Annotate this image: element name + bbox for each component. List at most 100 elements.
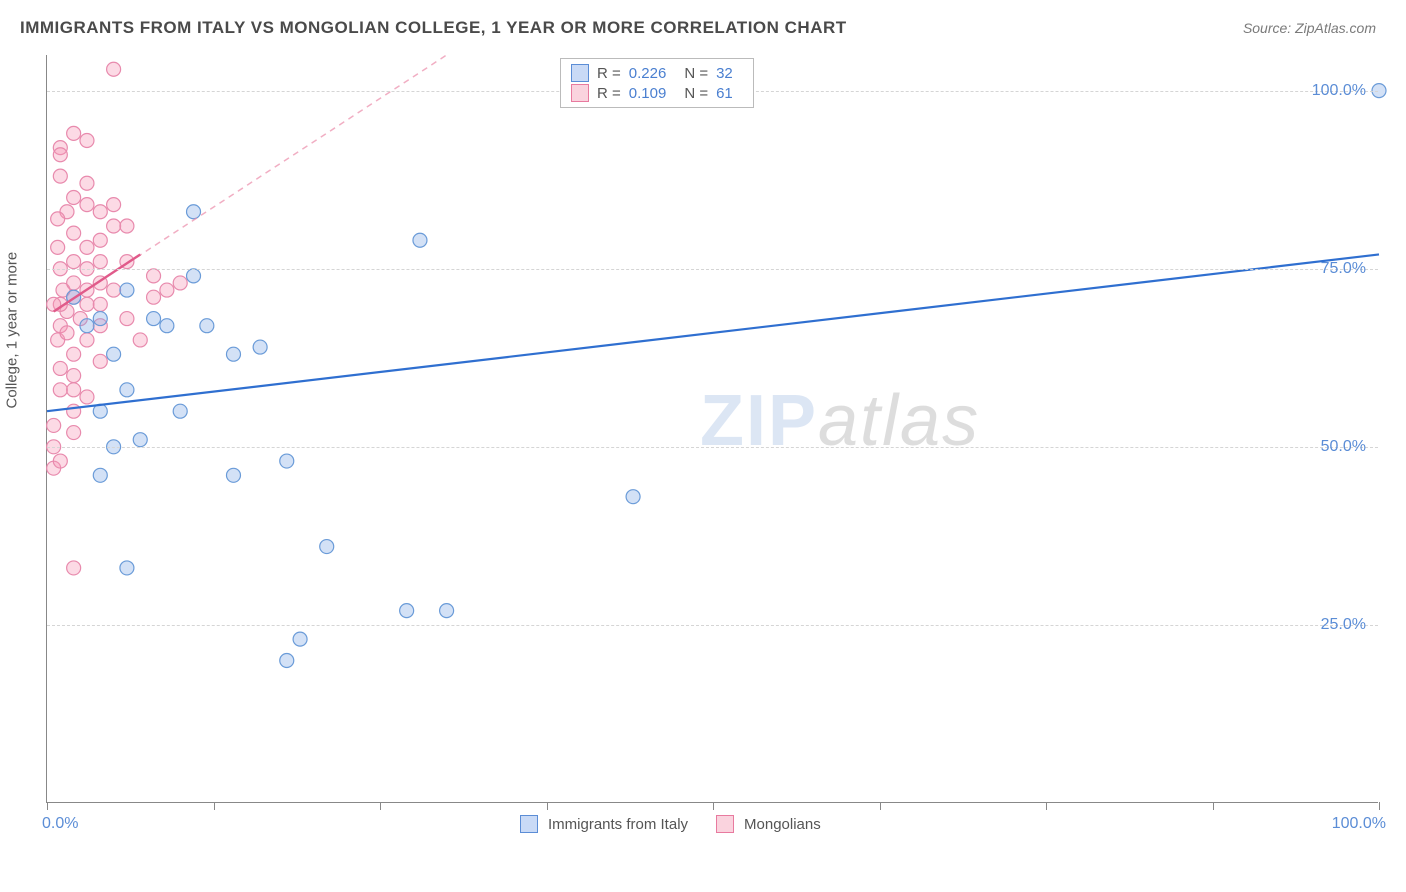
mongolians-point: [107, 283, 121, 297]
x-tick: [380, 802, 381, 810]
mongolians-point: [67, 404, 81, 418]
italy-point: [226, 468, 240, 482]
y-tick-label: 100.0%: [1312, 82, 1366, 100]
mongolians-point: [120, 312, 134, 326]
italy-point: [280, 654, 294, 668]
italy-point: [120, 283, 134, 297]
mongolians-point: [53, 454, 67, 468]
italy-point: [120, 561, 134, 575]
mongolians-point: [147, 269, 161, 283]
italy-point: [400, 604, 414, 618]
chart-title: IMMIGRANTS FROM ITALY VS MONGOLIAN COLLE…: [20, 18, 847, 38]
y-tick-label: 25.0%: [1321, 616, 1366, 634]
legend-series-label: Immigrants from Italy: [548, 816, 688, 833]
legend-n-label: N =: [684, 65, 708, 82]
legend-r-value: 0.109: [629, 85, 667, 102]
mongolians-point: [67, 126, 81, 140]
mongolians-point: [160, 283, 174, 297]
mongolians-point: [93, 354, 107, 368]
legend-n-value: 32: [716, 65, 733, 82]
x-tick: [1213, 802, 1214, 810]
italy-point: [80, 319, 94, 333]
mongolians-point: [67, 226, 81, 240]
italy-point: [253, 340, 267, 354]
italy-point: [187, 269, 201, 283]
legend-swatch: [571, 64, 589, 82]
gridline-h: [47, 447, 1378, 448]
mongolians-point: [67, 426, 81, 440]
legend-r-value: 0.226: [629, 65, 667, 82]
x-tick: [547, 802, 548, 810]
mongolians-point: [80, 240, 94, 254]
italy-point: [93, 312, 107, 326]
y-tick-label: 75.0%: [1321, 260, 1366, 278]
mongolians-point: [93, 205, 107, 219]
mongolians-point: [67, 255, 81, 269]
y-tick-label: 50.0%: [1321, 438, 1366, 456]
mongolians-point: [67, 383, 81, 397]
x-axis-max-label: 100.0%: [1332, 815, 1386, 833]
x-tick: [47, 802, 48, 810]
scatter-svg: [47, 55, 1378, 802]
x-tick: [880, 802, 881, 810]
legend-swatch: [520, 815, 538, 833]
mongolians-point: [80, 176, 94, 190]
italy-point: [173, 404, 187, 418]
mongolians-point: [147, 290, 161, 304]
mongolians-point: [107, 198, 121, 212]
italy-point: [200, 319, 214, 333]
source-attribution: Source: ZipAtlas.com: [1243, 20, 1376, 36]
mongolians-point: [67, 190, 81, 204]
italy-point: [93, 468, 107, 482]
mongolians-point: [53, 361, 67, 375]
mongolians-point: [107, 62, 121, 76]
italy-point: [413, 233, 427, 247]
italy-point: [147, 312, 161, 326]
mongolians-point: [80, 133, 94, 147]
mongolians-point: [51, 212, 65, 226]
mongolians-point: [51, 240, 65, 254]
italy-point: [293, 632, 307, 646]
mongolians-point: [133, 333, 147, 347]
gridline-h: [47, 269, 1378, 270]
italy-point: [160, 319, 174, 333]
legend-n-label: N =: [684, 85, 708, 102]
y-axis-label: College, 1 year or more: [4, 252, 21, 409]
mongolians-point: [120, 219, 134, 233]
legend-row: R =0.109N =61: [571, 83, 743, 103]
italy-point: [626, 490, 640, 504]
x-tick: [214, 802, 215, 810]
mongolians-point: [67, 276, 81, 290]
gridline-h: [47, 625, 1378, 626]
mongolians-point: [107, 219, 121, 233]
legend-r-label: R =: [597, 65, 621, 82]
legend-swatch: [716, 815, 734, 833]
mongolians-point: [60, 326, 74, 340]
mongolians-point: [53, 383, 67, 397]
mongolians-point: [67, 369, 81, 383]
x-tick: [1379, 802, 1380, 810]
legend-row: R = 0.226 N = 32: [571, 63, 743, 83]
italy-point: [226, 347, 240, 361]
mongolians-point: [93, 233, 107, 247]
italy-point: [320, 540, 334, 554]
x-tick: [713, 802, 714, 810]
legend-r-label: R =: [597, 85, 621, 102]
mongolians-point: [173, 276, 187, 290]
mongolians-point: [80, 390, 94, 404]
italy-point: [107, 347, 121, 361]
mongolians-point: [67, 561, 81, 575]
italy-point: [440, 604, 454, 618]
mongolians-point: [47, 418, 61, 432]
italy-point: [120, 383, 134, 397]
italy-point: [280, 454, 294, 468]
legend-series-label: Mongolians: [744, 816, 821, 833]
italy-trend-line: [47, 254, 1379, 411]
series-legend: Immigrants from Italy Mongolians: [520, 815, 839, 833]
legend-swatch: [571, 84, 589, 102]
mongolians-point: [80, 297, 94, 311]
mongolians-point: [93, 255, 107, 269]
italy-point: [187, 205, 201, 219]
italy-point: [133, 433, 147, 447]
mongolians-point: [67, 347, 81, 361]
